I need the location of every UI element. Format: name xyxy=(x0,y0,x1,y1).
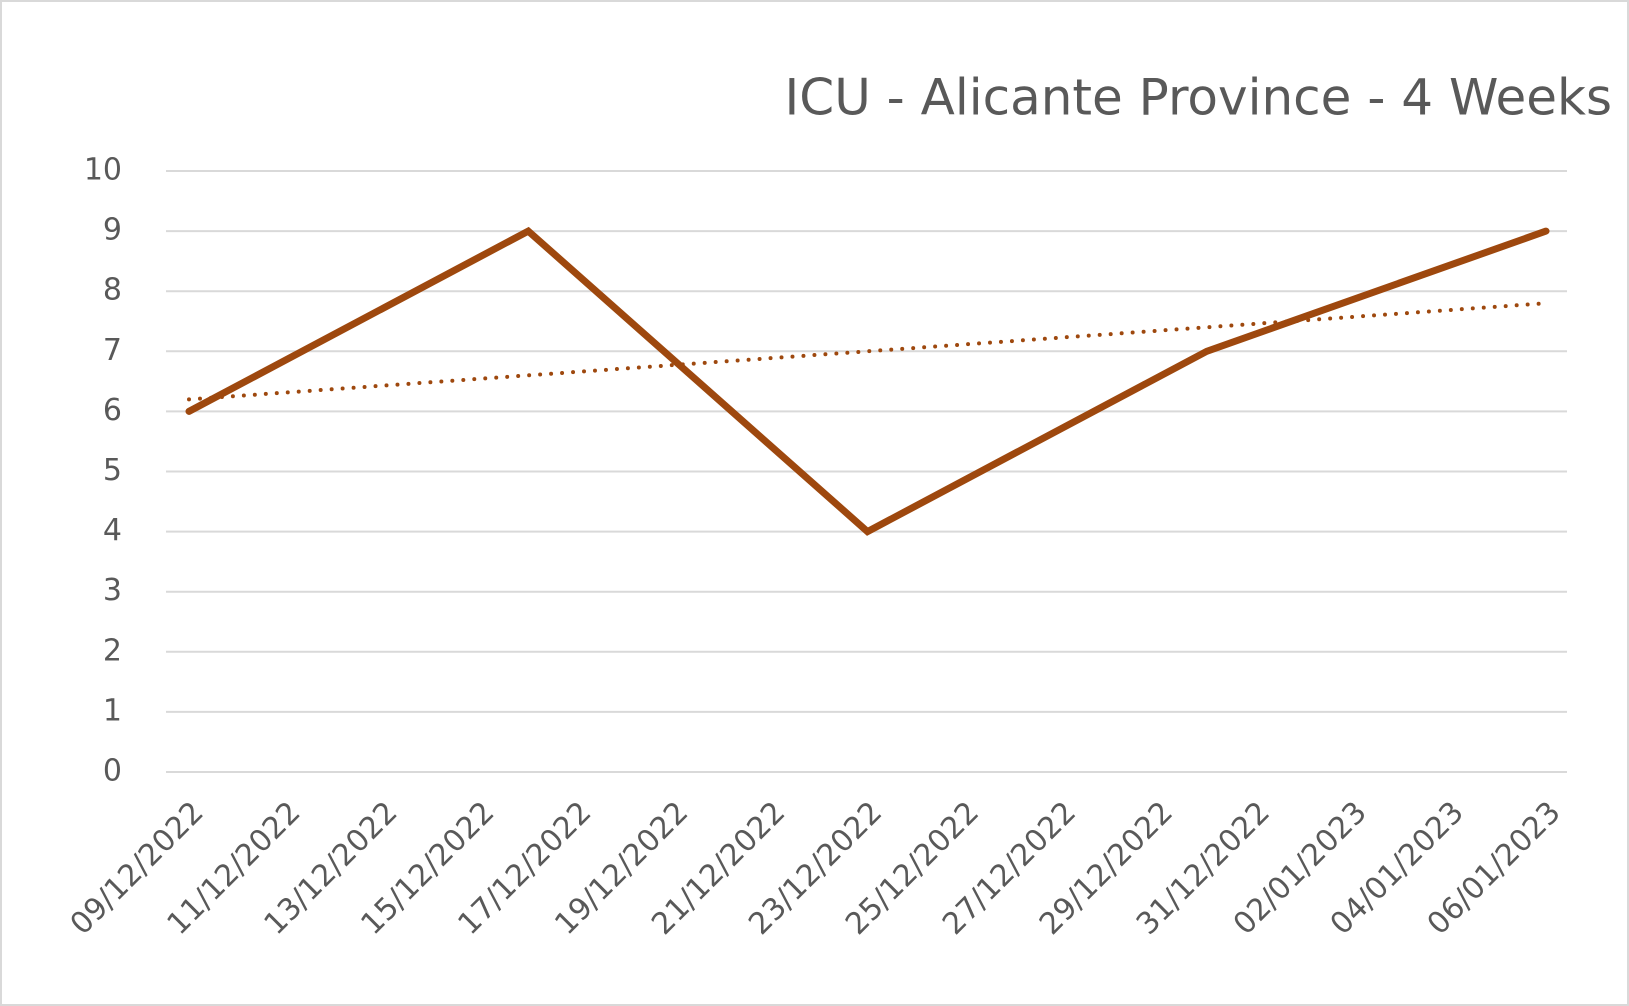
trend-line xyxy=(187,301,1548,402)
y-tick-label: 4 xyxy=(103,513,122,548)
y-tick-label: 9 xyxy=(103,213,122,248)
y-tick-label: 2 xyxy=(103,633,122,668)
data-line xyxy=(185,226,1550,536)
y-tick-label: 5 xyxy=(103,453,122,488)
y-tick-label: 3 xyxy=(103,573,122,608)
y-tick-label: 7 xyxy=(103,333,122,368)
y-tick-label: 8 xyxy=(103,273,122,308)
chart-title: ICU - Alicante Province - 4 Weeks xyxy=(785,69,1612,127)
y-tick-label: 6 xyxy=(103,393,122,428)
y-tick-label: 0 xyxy=(103,754,122,789)
y-tick-label: 10 xyxy=(84,153,122,188)
y-tick-label: 1 xyxy=(103,693,122,728)
